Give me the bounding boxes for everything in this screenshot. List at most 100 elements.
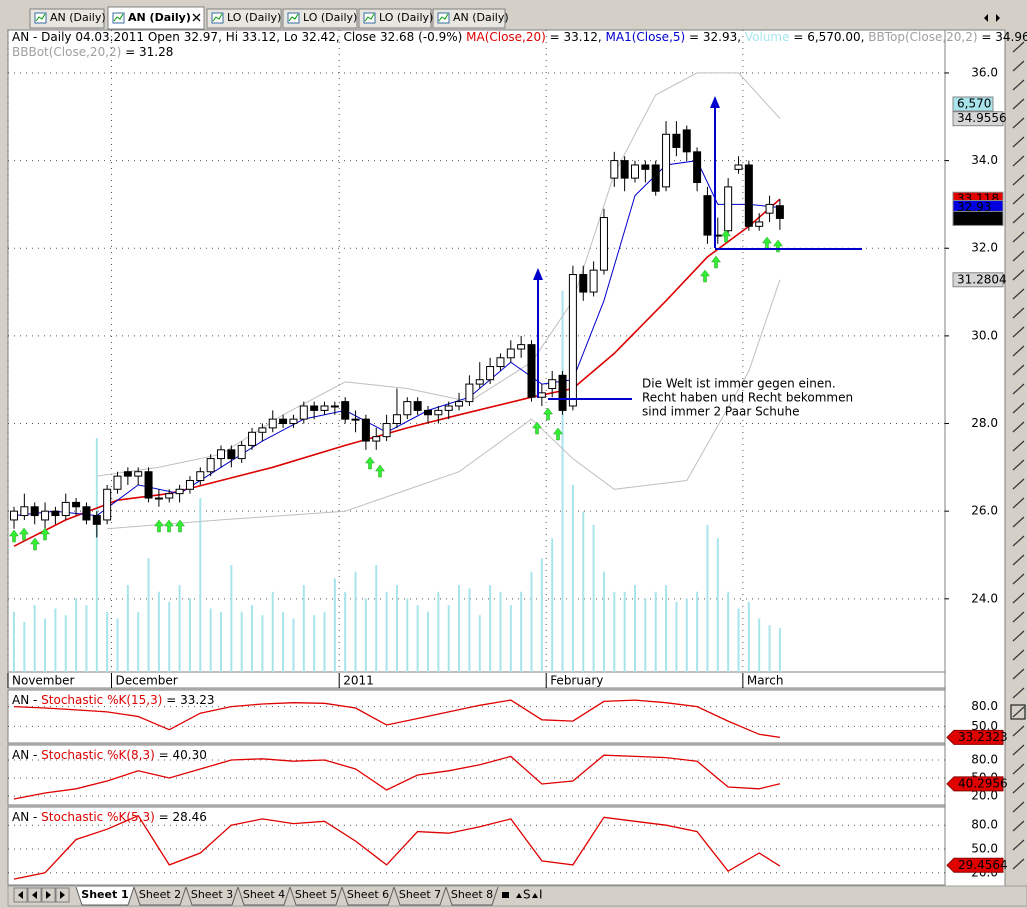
label-part: Volume <box>745 30 790 44</box>
volume-bar <box>209 608 212 672</box>
sheet-tab[interactable]: Sheet 8 <box>445 886 499 906</box>
annotation: Recht haben und Recht bekommen <box>642 391 853 405</box>
sheet-tab-bg <box>393 886 447 906</box>
indicator-line <box>107 279 781 530</box>
tab-label: LO (Daily) <box>379 11 433 24</box>
tool-icon <box>1012 611 1025 623</box>
signal-arrow <box>721 229 731 243</box>
tool-icon <box>1012 497 1025 509</box>
tab-icon <box>35 13 46 22</box>
tab-label: AN (Daily) <box>128 11 191 24</box>
candle-body <box>506 348 515 359</box>
sheet-tab[interactable]: Sheet 3 <box>185 886 239 906</box>
tool-icon <box>1012 98 1025 110</box>
sheet-tab[interactable]: Sheet 4 <box>237 886 291 906</box>
candle-body <box>196 471 205 481</box>
sheet-tab[interactable]: Sheet 1 <box>75 886 135 906</box>
tab[interactable]: LO (Daily) <box>358 8 433 29</box>
volume-bar <box>747 601 750 672</box>
sheet-tab-bg <box>237 886 291 906</box>
candle-body <box>175 488 184 495</box>
sheet-tab-bg <box>445 886 499 906</box>
tab-label: LO (Daily) <box>227 11 281 24</box>
volume-bar <box>168 601 171 672</box>
tab-icon <box>288 13 299 22</box>
tab-scroll[interactable] <box>984 14 1000 22</box>
candle-body <box>734 164 743 170</box>
signal-arrow <box>553 427 563 441</box>
volume-bar <box>737 608 740 672</box>
tool-icon <box>1012 212 1025 224</box>
candle-body <box>113 475 122 490</box>
volume-bar <box>106 611 109 672</box>
sheet-control[interactable]: I <box>539 888 543 902</box>
label: BBBot(Close,20,2) = 31.28 <box>12 45 173 59</box>
nav-icon <box>18 891 23 899</box>
candle-body <box>144 471 153 499</box>
candle-body <box>372 436 381 442</box>
sheet-label: Sheet 3 <box>191 888 233 901</box>
nav-icon <box>32 891 37 899</box>
sheet-tab[interactable]: Sheet 5 <box>289 886 343 906</box>
candle-body <box>289 418 298 425</box>
tab[interactable]: AN (Daily) <box>29 8 106 29</box>
volume-bar <box>768 625 771 672</box>
tab[interactable]: AN (Daily) <box>107 6 205 30</box>
volume-bar <box>623 591 626 672</box>
tab[interactable]: LO (Daily) <box>282 8 358 29</box>
volume-bar <box>571 484 574 672</box>
candle-body <box>134 471 143 477</box>
y-tick-label: 50.0 <box>971 719 998 733</box>
tool-icon <box>1012 706 1025 718</box>
nav-icon <box>46 891 51 899</box>
candle-body <box>185 479 194 490</box>
tool-icon <box>1012 402 1025 414</box>
volume-bar <box>220 611 222 672</box>
tool-icon <box>1012 440 1025 452</box>
sheet-control[interactable]: S <box>523 888 531 902</box>
signal-arrow <box>711 255 721 269</box>
candle-body <box>41 510 50 521</box>
candle-body <box>724 186 733 232</box>
volume-bar <box>706 524 709 672</box>
volume-bar <box>178 585 181 672</box>
y-tick-label: 28.0 <box>971 416 998 430</box>
tab-label: LO (Daily) <box>303 11 357 24</box>
signal-arrow <box>19 527 29 541</box>
x-tick-label: March <box>747 674 784 688</box>
candle-body <box>444 405 453 411</box>
volume-bar <box>271 591 274 672</box>
label-part: Stochastic %K(15,3) <box>41 693 162 707</box>
tool-icon <box>1012 136 1025 148</box>
value-badge <box>952 111 1004 127</box>
volume-bar <box>602 571 605 672</box>
sheet-tab[interactable]: Sheet 6 <box>341 886 395 906</box>
lock-icon[interactable] <box>502 892 509 898</box>
candle-body <box>320 405 329 411</box>
tab-close[interactable] <box>192 13 201 22</box>
candle-body <box>527 344 536 398</box>
candle-body <box>341 401 350 420</box>
volume-bar <box>654 591 657 672</box>
tab[interactable]: AN (Daily) <box>432 8 509 29</box>
candle-body <box>693 151 702 184</box>
volume-bar <box>364 598 367 672</box>
candle-body <box>486 366 495 381</box>
tool-icon <box>1012 326 1025 338</box>
sheet-tab[interactable]: Sheet 7 <box>393 886 447 906</box>
control-icon <box>516 893 522 898</box>
label-part: AN - <box>12 693 41 707</box>
volume-bar <box>375 565 378 672</box>
y-tick-label: 80.0 <box>971 753 998 767</box>
sheet-tab[interactable]: Sheet 2 <box>133 886 187 906</box>
tab[interactable]: LO (Daily) <box>206 8 282 29</box>
signal-arrow <box>365 456 375 470</box>
label-part: = 31.28 <box>121 45 173 59</box>
candle-body <box>51 510 60 517</box>
tab-icon <box>438 13 449 22</box>
volume-bar <box>478 615 481 672</box>
sheet-nav[interactable] <box>13 887 70 903</box>
tool-icon <box>1012 858 1025 870</box>
tool-button[interactable] <box>1010 704 1026 720</box>
